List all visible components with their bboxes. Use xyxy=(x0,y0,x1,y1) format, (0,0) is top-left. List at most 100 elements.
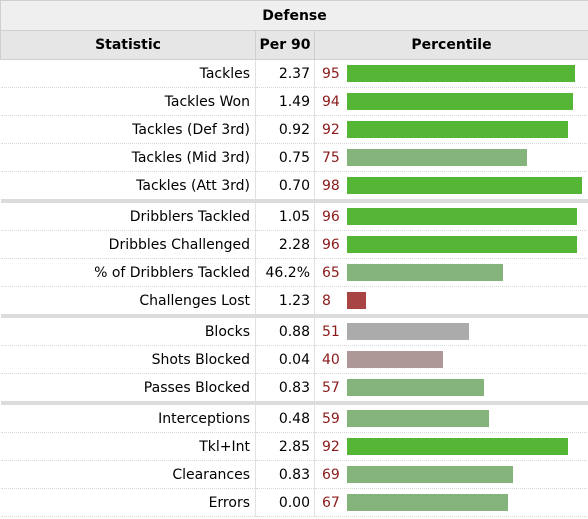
stat-name: Dribblers Tackled xyxy=(0,199,256,231)
percentile-value: 51 xyxy=(322,323,340,340)
per90-value: 0.92 xyxy=(255,115,315,144)
percentile-value: 67 xyxy=(322,494,340,511)
stat-name: Tackles Won xyxy=(0,87,256,116)
stat-name: % of Dribblers Tackled xyxy=(0,258,256,287)
percentile-bar xyxy=(347,494,508,511)
percentile-bar xyxy=(347,410,489,427)
percentile-cell: 96 xyxy=(314,199,588,231)
percentile-bar xyxy=(347,264,503,281)
percentile-cell: 57 xyxy=(314,373,588,404)
stat-name: Tackles (Def 3rd) xyxy=(0,115,256,144)
stat-name: Tkl+Int xyxy=(0,432,256,461)
per90-value: 0.88 xyxy=(255,314,315,346)
percentile-cell: 59 xyxy=(314,401,588,433)
stat-name: Tackles (Att 3rd) xyxy=(0,171,256,202)
per90-value: 1.23 xyxy=(255,286,315,317)
table-row: Tackles (Mid 3rd) 0.75 75 xyxy=(0,143,588,172)
percentile-cell: 92 xyxy=(314,115,588,144)
per90-value: 2.37 xyxy=(255,59,315,88)
per90-value: 2.28 xyxy=(255,230,315,259)
percentile-bar xyxy=(347,121,568,138)
stat-name: Tackles (Mid 3rd) xyxy=(0,143,256,172)
percentile-cell: 95 xyxy=(314,59,588,88)
stat-name: Passes Blocked xyxy=(0,373,256,404)
percentile-cell: 51 xyxy=(314,314,588,346)
column-header-statistic[interactable]: Statistic xyxy=(0,30,256,60)
stat-name: Tackles xyxy=(0,59,256,88)
per90-value: 0.83 xyxy=(255,373,315,404)
percentile-cell: 92 xyxy=(314,432,588,461)
table-row: Blocks 0.88 51 xyxy=(0,314,588,346)
percentile-bar xyxy=(347,351,443,368)
per90-value: 1.05 xyxy=(255,199,315,231)
per90-value: 0.70 xyxy=(255,171,315,202)
percentile-value: 96 xyxy=(322,236,340,253)
percentile-bar xyxy=(347,208,577,225)
percentile-cell: 98 xyxy=(314,171,588,202)
table-row: Tackles Won 1.49 94 xyxy=(0,87,588,116)
percentile-value: 8 xyxy=(322,292,331,309)
table-caption: Defense xyxy=(0,0,588,31)
percentile-cell: 67 xyxy=(314,488,588,517)
percentile-cell: 8 xyxy=(314,286,588,317)
table-body: Tackles 2.37 95 Tackles Won 1.49 94 Tackles (D… xyxy=(0,59,588,517)
per90-value: 46.2% xyxy=(255,258,315,287)
stat-name: Interceptions xyxy=(0,401,256,433)
percentile-bar xyxy=(347,177,582,194)
percentile-value: 95 xyxy=(322,65,340,82)
per90-value: 1.49 xyxy=(255,87,315,116)
percentile-value: 57 xyxy=(322,379,340,396)
percentile-value: 94 xyxy=(322,93,340,110)
table-row: Dribbles Challenged 2.28 96 xyxy=(0,230,588,259)
percentile-value: 59 xyxy=(322,410,340,427)
stat-name: Clearances xyxy=(0,460,256,489)
table-row: Tkl+Int 2.85 92 xyxy=(0,432,588,461)
percentile-bar xyxy=(347,438,568,455)
table-row: Interceptions 0.48 59 xyxy=(0,401,588,433)
percentile-value: 98 xyxy=(322,177,340,194)
per90-value: 2.85 xyxy=(255,432,315,461)
table-row: Shots Blocked 0.04 40 xyxy=(0,345,588,374)
percentile-cell: 65 xyxy=(314,258,588,287)
percentile-bar xyxy=(347,323,469,340)
percentile-bar xyxy=(347,466,513,483)
percentile-value: 69 xyxy=(322,466,340,483)
percentile-cell: 69 xyxy=(314,460,588,489)
stat-name: Dribbles Challenged xyxy=(0,230,256,259)
table-row: Clearances 0.83 69 xyxy=(0,460,588,489)
stat-name: Blocks xyxy=(0,314,256,346)
stat-name: Shots Blocked xyxy=(0,345,256,374)
percentile-cell: 94 xyxy=(314,87,588,116)
stat-name: Errors xyxy=(0,488,256,517)
percentile-bar xyxy=(347,65,575,82)
percentile-cell: 75 xyxy=(314,143,588,172)
table-row: Challenges Lost 1.23 8 xyxy=(0,286,588,317)
percentile-bar xyxy=(347,93,573,110)
per90-value: 0.04 xyxy=(255,345,315,374)
table-row: Errors 0.00 67 xyxy=(0,488,588,517)
percentile-value: 96 xyxy=(322,208,340,225)
percentile-bar xyxy=(347,149,527,166)
table-row: % of Dribblers Tackled 46.2% 65 xyxy=(0,258,588,287)
column-header-percentile[interactable]: Percentile xyxy=(313,30,588,60)
percentile-bar xyxy=(347,236,577,253)
stat-name: Challenges Lost xyxy=(0,286,256,317)
table-row: Dribblers Tackled 1.05 96 xyxy=(0,199,588,231)
percentile-value: 65 xyxy=(322,264,340,281)
per90-value: 0.75 xyxy=(255,143,315,172)
table-row: Tackles (Def 3rd) 0.92 92 xyxy=(0,115,588,144)
percentile-bar xyxy=(347,292,366,309)
percentile-cell: 40 xyxy=(314,345,588,374)
percentile-cell: 96 xyxy=(314,230,588,259)
per90-value: 0.83 xyxy=(255,460,315,489)
table-row: Tackles (Att 3rd) 0.70 98 xyxy=(0,171,588,202)
percentile-value: 92 xyxy=(322,121,340,138)
table-row: Passes Blocked 0.83 57 xyxy=(0,373,588,404)
percentile-value: 40 xyxy=(322,351,340,368)
percentile-value: 92 xyxy=(322,438,340,455)
table-row: Tackles 2.37 95 xyxy=(0,59,588,88)
per90-value: 0.48 xyxy=(255,401,315,433)
column-header-per90[interactable]: Per 90 xyxy=(255,30,315,60)
per90-value: 0.00 xyxy=(255,488,315,517)
